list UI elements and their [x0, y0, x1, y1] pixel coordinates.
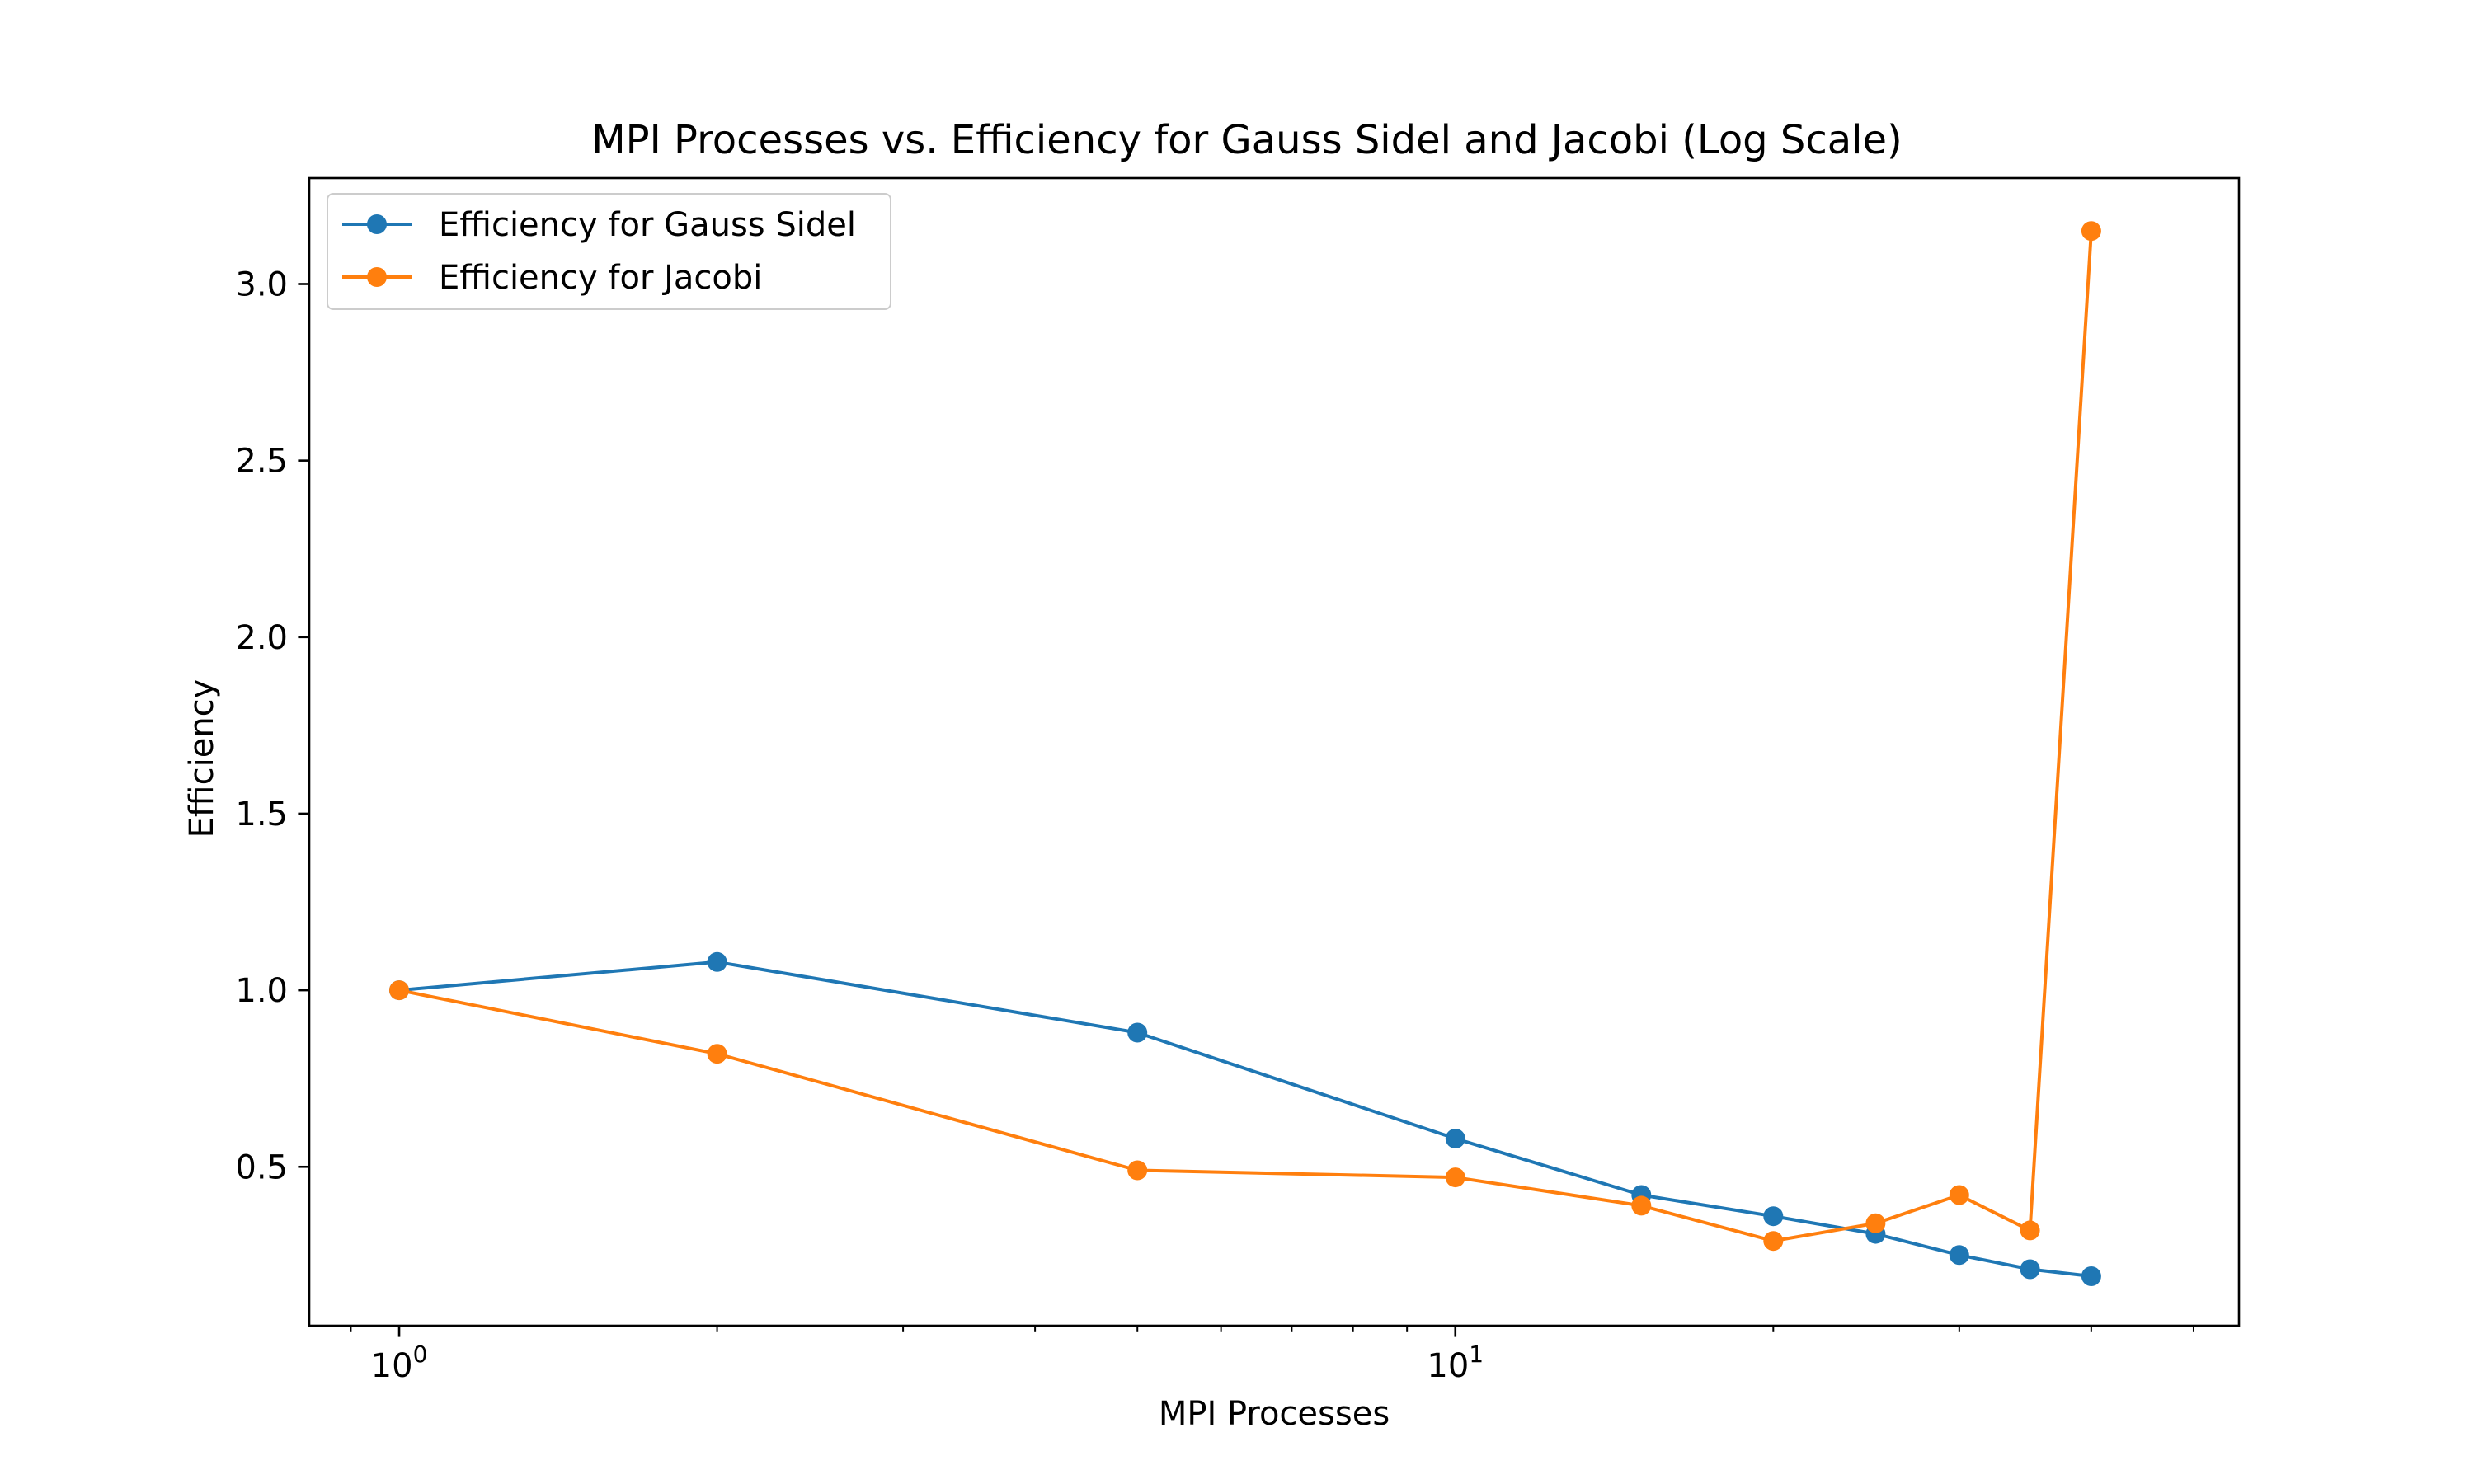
x-axis-label: MPI Processes: [1159, 1395, 1390, 1433]
legend-label-jacobi: Efficiency for Jacobi: [439, 259, 762, 297]
data-point-jacobi: [1631, 1195, 1652, 1216]
y-tick-label: 2.0: [235, 619, 288, 657]
axis-ticks: 0.5 1.0 1.5 2.0 2.5 3.0 100 101: [235, 265, 2194, 1385]
data-point-jacobi: [1865, 1213, 1886, 1233]
data-point-gauss-sidel: [2020, 1259, 2040, 1280]
legend-label-gauss-sidel: Efficiency for Gauss Sidel: [439, 206, 856, 244]
chart-title: MPI Processes vs. Efficiency for Gauss S…: [591, 117, 1903, 163]
data-point-gauss-sidel: [1445, 1129, 1465, 1148]
series-line-gauss-sidel: [398, 960, 2092, 1278]
data-point-jacobi: [707, 1044, 727, 1064]
data-point-gauss-sidel: [2081, 1266, 2101, 1286]
y-axis-label: Efficiency: [183, 679, 221, 838]
series-line-jacobi: [398, 231, 2093, 1243]
legend-entry-gauss-sidel: Efficiency for Gauss Sidel: [342, 206, 856, 244]
legend-marker-gauss-sidel: [367, 214, 387, 234]
data-point-gauss-sidel: [1763, 1206, 1784, 1227]
data-point-gauss-sidel: [1127, 1022, 1148, 1043]
data-point-jacobi: [1763, 1231, 1784, 1252]
data-point-jacobi: [1949, 1185, 1969, 1205]
y-tick-label: 2.5: [235, 443, 288, 481]
data-point-jacobi: [389, 980, 409, 1001]
x-tick-label: 100: [371, 1341, 428, 1385]
legend: Efficiency for Gauss Sidel Efficiency fo…: [327, 193, 891, 310]
y-tick-label: 1.0: [235, 972, 288, 1010]
data-point-jacobi: [2081, 221, 2101, 242]
legend-entry-jacobi: Efficiency for Jacobi: [342, 259, 762, 297]
y-tick-label: 1.5: [235, 796, 288, 834]
x-tick-label: 101: [1427, 1341, 1484, 1385]
y-tick-label: 3.0: [235, 265, 288, 303]
data-point-gauss-sidel: [1949, 1245, 1969, 1266]
data-point-jacobi: [1127, 1160, 1148, 1181]
y-tick-label: 0.5: [235, 1148, 288, 1186]
data-point-jacobi: [1445, 1167, 1465, 1188]
axes-frame: [308, 176, 2241, 1327]
plot-area: [389, 221, 2101, 1286]
legend-marker-jacobi: [367, 267, 387, 287]
data-point-gauss-sidel: [707, 951, 727, 972]
data-point-jacobi: [2020, 1220, 2040, 1241]
legend-box: [327, 193, 891, 310]
